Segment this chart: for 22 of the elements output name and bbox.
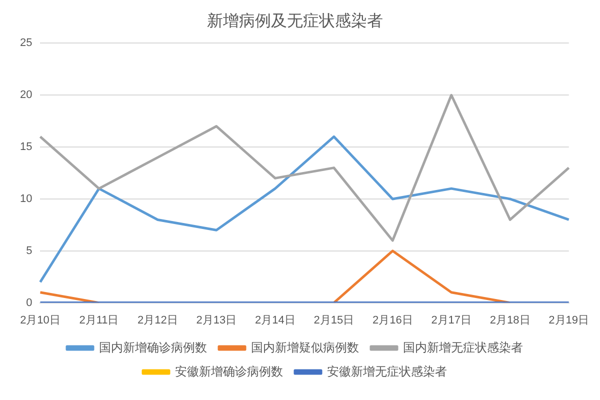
x-tick-label: 2月15日: [314, 314, 354, 326]
x-tick-label: 2月13日: [196, 314, 237, 326]
y-tick-label: 5: [26, 244, 32, 257]
legend-label: 安徽新增无症状感染者: [327, 364, 447, 378]
x-tick-label: 2月10日: [20, 314, 60, 326]
x-tick-label: 2月11日: [79, 314, 119, 326]
legend-label: 国内新增疑似病例数: [251, 340, 359, 354]
y-tick-label: 10: [20, 192, 32, 205]
legend-label: 国内新增确诊病例数: [99, 340, 207, 354]
y-tick-label: 25: [20, 37, 32, 50]
x-tick-label: 2月14日: [254, 314, 296, 326]
y-tick-label: 0: [26, 296, 32, 309]
legend-label: 安徽新增确诊病例数: [175, 364, 283, 378]
x-tick-label: 2月12日: [138, 314, 178, 326]
x-tick-label: 2月17日: [431, 314, 472, 326]
chart-title: 新增病例及无症状感染者: [207, 12, 383, 30]
y-tick-label: 15: [20, 141, 32, 154]
legend-label: 国内新增无症状感染者: [403, 340, 523, 354]
x-tick-label: 2月18日: [490, 314, 530, 326]
y-tick-label: 20: [20, 89, 32, 102]
x-tick-label: 2月19日: [548, 314, 590, 326]
x-tick-label: 2月16日: [372, 314, 413, 326]
